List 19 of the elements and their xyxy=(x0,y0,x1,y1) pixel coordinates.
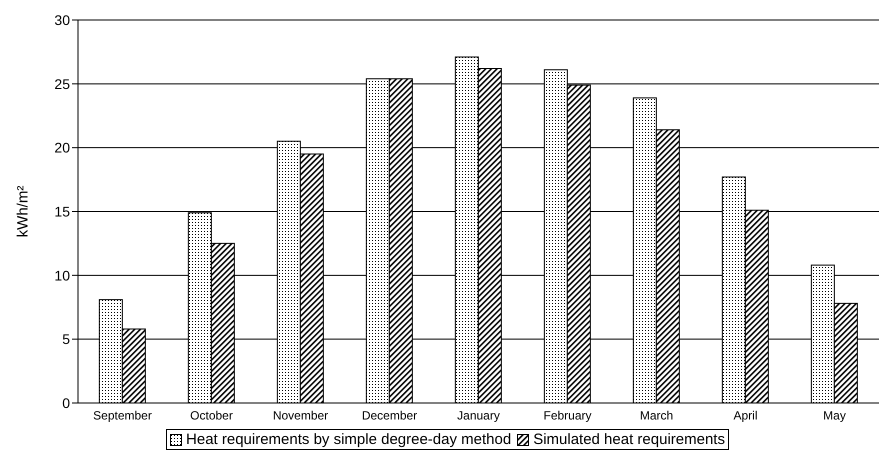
y-tick-label: 30 xyxy=(54,12,70,28)
x-tick-label: December xyxy=(362,408,418,423)
x-tick-label: February xyxy=(543,408,592,423)
x-tick-label: March xyxy=(640,408,674,423)
legend-label: Simulated heat requirements xyxy=(532,431,725,448)
y-axis-title: kWh/m² xyxy=(14,186,32,238)
x-tick-label: September xyxy=(93,408,152,423)
y-tick-label: 5 xyxy=(62,331,70,348)
x-tick-label: January xyxy=(457,408,500,423)
x-tick-label: April xyxy=(733,408,758,423)
y-tick-label: 10 xyxy=(54,267,70,284)
y-tick-label: 20 xyxy=(54,140,70,156)
y-tick-label: 0 xyxy=(62,394,70,411)
y-tick-label: 15 xyxy=(54,203,70,220)
y-tick-label: 25 xyxy=(54,76,70,92)
x-tick-label: October xyxy=(190,408,233,423)
x-tick-label: May xyxy=(823,408,846,423)
x-tick-label: November xyxy=(272,408,328,423)
legend-label: Heat requirements by simple degree-day method xyxy=(185,431,512,448)
